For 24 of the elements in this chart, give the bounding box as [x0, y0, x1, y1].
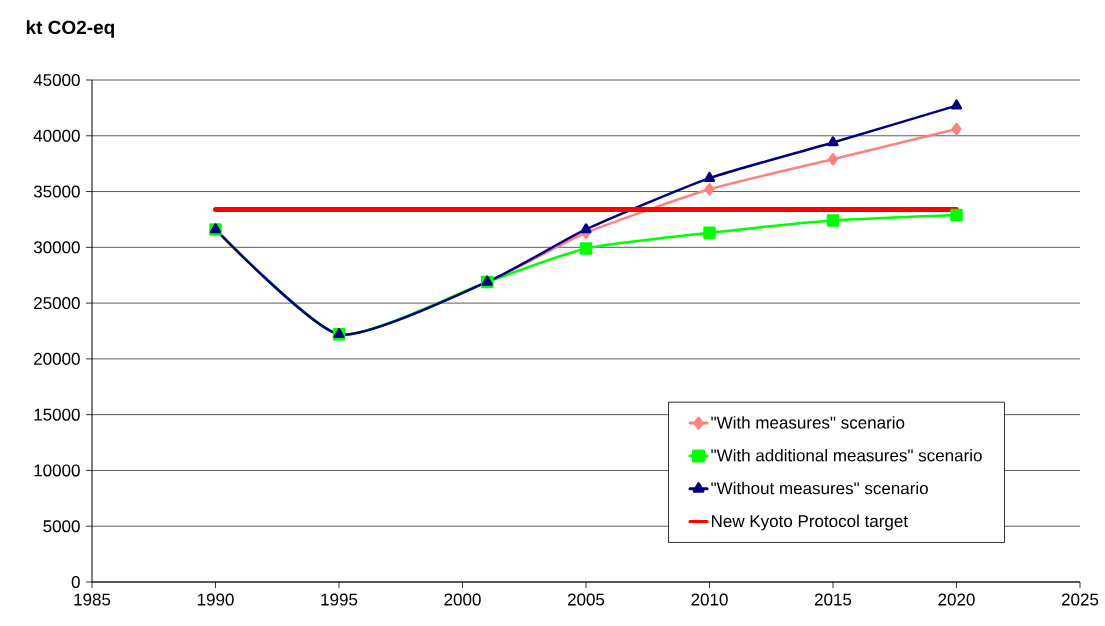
legend-label: "With additional measures" scenario — [711, 448, 982, 462]
y-tick-label: 5000 — [43, 520, 80, 533]
y-axis-title: kt CO2-eq — [26, 20, 114, 38]
x-tick-label: 2010 — [691, 593, 728, 606]
y-tick-label: 45000 — [33, 73, 80, 87]
y-tick-label: 0 — [71, 575, 80, 589]
legend-label: "Without measures" scenario — [711, 481, 928, 495]
y-tick-label: 35000 — [33, 185, 80, 198]
legend-label: "With measures" scenario — [711, 416, 905, 429]
y-tick-label: 10000 — [34, 464, 80, 477]
x-tick-label: 2005 — [567, 593, 605, 606]
y-tick-label: 30000 — [33, 241, 80, 254]
x-tick-label: 2025 — [1061, 593, 1099, 606]
x-tick-label: 1995 — [321, 593, 358, 606]
x-tick-label: 1985 — [74, 593, 111, 606]
y-tick-label: 20000 — [34, 352, 80, 365]
legend-label: New Kyoto Protocol target — [711, 514, 908, 531]
x-tick-label: 2015 — [814, 593, 852, 606]
y-tick-label: 40000 — [33, 129, 80, 142]
x-tick-label: 2000 — [444, 593, 481, 606]
y-tick-label: 25000 — [34, 297, 80, 310]
y-tick-label: 15000 — [34, 408, 80, 421]
x-tick-label: 2020 — [938, 593, 975, 606]
x-tick-label: 1990 — [197, 593, 234, 606]
